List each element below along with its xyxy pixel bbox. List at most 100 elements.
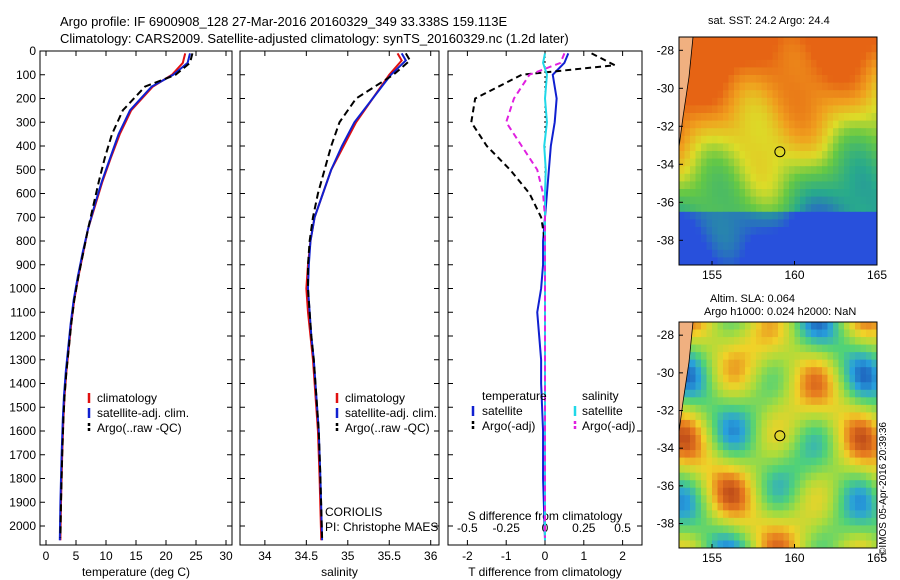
map-cell [827, 374, 834, 383]
map-cell [822, 257, 828, 266]
map-cell [844, 404, 850, 413]
x-axis-label: salinity [321, 565, 358, 579]
map-cell [712, 189, 718, 198]
map-cell [723, 128, 729, 137]
map-cell [789, 322, 795, 331]
map-cell [750, 189, 757, 198]
map-cell [690, 151, 696, 160]
map-cell [844, 337, 850, 346]
map-cell [827, 435, 834, 444]
y-tick-label: 800 [16, 234, 36, 248]
map-cell [855, 135, 861, 144]
map-cell [833, 480, 839, 489]
map-cell [723, 322, 729, 331]
map-cell [706, 337, 713, 346]
map-cell [871, 52, 878, 61]
map-cell [871, 427, 878, 436]
map-cell [871, 435, 878, 444]
map-cell [761, 472, 768, 481]
map-cell [756, 52, 762, 61]
map-cell [728, 120, 735, 129]
map-cell [712, 419, 718, 428]
map-cell [827, 44, 834, 53]
map-cell [750, 442, 757, 451]
map-cell [712, 510, 718, 519]
map-cell [811, 189, 817, 198]
map-cell [822, 67, 828, 76]
map-cell [789, 135, 795, 144]
map-cell [805, 242, 812, 251]
map-cell [789, 82, 795, 91]
map-cell [855, 82, 861, 91]
map-cell [761, 257, 768, 266]
map-cell [789, 532, 795, 541]
map-cell [734, 502, 740, 511]
map-cell [805, 517, 812, 526]
map-cell [712, 173, 718, 182]
map-cell [734, 442, 740, 451]
map-cell [866, 128, 872, 137]
map-cell [822, 435, 828, 444]
map-cell [734, 173, 740, 182]
map-cell [811, 397, 817, 406]
map-cell [723, 359, 729, 368]
map-cell [706, 427, 713, 436]
map-cell [822, 374, 828, 383]
map-cell [772, 204, 779, 213]
map-cell [778, 472, 784, 481]
map-cell [723, 97, 729, 106]
map-cell [811, 151, 817, 160]
map-cell [750, 173, 757, 182]
map-cell [866, 389, 872, 398]
map-cell [706, 105, 713, 114]
map-cell [739, 397, 746, 406]
map-cell [706, 352, 713, 361]
map-cell [767, 37, 773, 46]
map-cell [701, 502, 707, 511]
map-cell [833, 329, 839, 338]
map-cell [750, 344, 757, 353]
map-cell [772, 105, 779, 114]
map-cell [761, 37, 768, 46]
map-cell [761, 135, 768, 144]
map-cell [690, 227, 696, 236]
map-cell [844, 173, 850, 182]
map-cell [789, 502, 795, 511]
map-cell [822, 412, 828, 421]
map-cell [706, 97, 713, 106]
map-cell [684, 487, 691, 496]
map-cell [866, 419, 872, 428]
map-cell [800, 525, 806, 534]
map-cell [772, 75, 779, 84]
map-cell [728, 382, 735, 391]
map-cell [871, 75, 878, 84]
map-cell [728, 151, 735, 160]
map-cell [750, 329, 757, 338]
map-cell [690, 158, 696, 167]
map-cell [723, 404, 729, 413]
map-cell [767, 480, 773, 489]
map-cell [717, 487, 724, 496]
map-cell [684, 397, 691, 406]
map-cell [800, 52, 806, 61]
map-cell [679, 525, 685, 534]
map-cell [712, 158, 718, 167]
map-cell [739, 510, 746, 519]
map-cell [723, 37, 729, 46]
map-cell [838, 257, 845, 266]
map-cell [750, 367, 757, 376]
map-cell [838, 166, 845, 175]
map-cell [679, 502, 685, 511]
map-cell [860, 472, 867, 481]
map-cell [723, 227, 729, 236]
map-cell [800, 495, 806, 504]
map-cell [816, 234, 823, 243]
map-cell [739, 120, 746, 129]
map-cell [844, 166, 850, 175]
map-cell [745, 427, 751, 436]
map-cell [844, 450, 850, 459]
map-cell [706, 404, 713, 413]
series-s-argo-adj- [505, 52, 566, 538]
map-cell [794, 90, 801, 99]
map-cell [756, 196, 762, 205]
